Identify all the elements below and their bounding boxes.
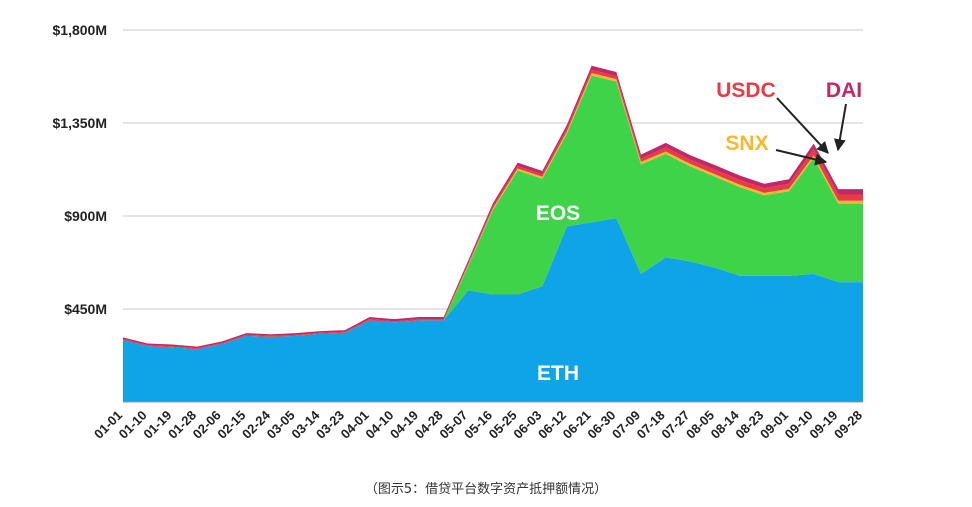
area-series-eth — [123, 218, 863, 402]
annotation-arrow-usdc — [776, 97, 829, 154]
chart-container: $450M $900M $1,350M $1,800M 01-01 01-10 01-19 0… — [53, 22, 866, 442]
annotation-arrow-dai — [833, 103, 847, 152]
y-tick-label: $900M — [64, 208, 107, 224]
annotation-dai: DAI — [826, 79, 862, 102]
figure-caption: （图示5：借贷平台数字资产抵押额情况） — [364, 482, 608, 497]
y-tick-label: $1,800M — [53, 22, 107, 38]
y-tick-label: $450M — [64, 301, 107, 317]
x-tick-label: 09-28 — [831, 408, 865, 442]
annotation-usdc: USDC — [716, 79, 776, 102]
area-series-eos — [123, 75, 863, 350]
y-tick-label: $1,350M — [53, 115, 107, 131]
series-label-eos: EOS — [536, 202, 580, 225]
stacked-area-chart: $450M$900M$1,350M$1,800M01-0101-1001-190… — [53, 22, 866, 442]
annotation-snx: SNX — [725, 132, 768, 155]
annotation-arrow-snx — [775, 149, 828, 166]
series-label-eth: ETH — [537, 362, 579, 385]
